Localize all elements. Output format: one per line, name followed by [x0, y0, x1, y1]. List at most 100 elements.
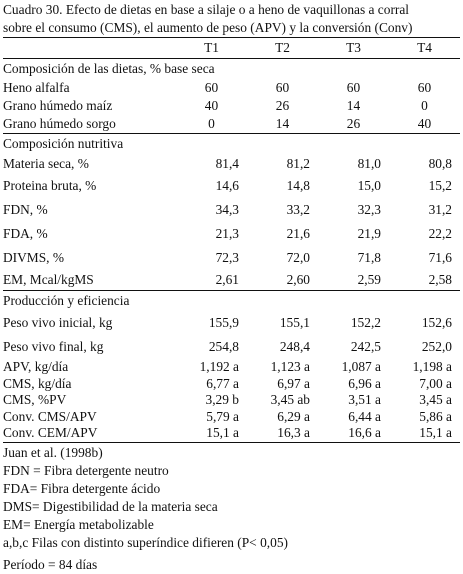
- cell-t4: 22,2: [428, 226, 452, 241]
- cell-t1: 2,61: [215, 272, 239, 287]
- table-row: Conv. CEM/APV 15,1 a 16,3 a 16,6 a 15,1 …: [3, 425, 460, 443]
- footnote-fdn: FDN = Fibra detergente neutro: [3, 462, 169, 478]
- row-label: DIVMS, %: [3, 250, 65, 265]
- table-row: Proteina bruta, % 14,6 14,8 15,0 15,2: [3, 174, 460, 198]
- row-label: Heno alfalfa: [3, 80, 70, 95]
- cell-t4: 152,6: [421, 315, 452, 330]
- section-row-production: Producción y eficiencia: [3, 290, 460, 311]
- row-label: APV, kg/día: [3, 359, 69, 375]
- header-row: T1 T2 T3 T4: [3, 37, 460, 59]
- cell-t1: 1,192 a: [199, 359, 239, 375]
- caption-line-1: Cuadro 30. Efecto de dietas en base a si…: [3, 2, 410, 17]
- section-title-production: Producción y eficiencia: [3, 290, 460, 311]
- cell-t3: 16,6 a: [318, 425, 389, 443]
- cell-t4: 71,6: [428, 250, 452, 265]
- cell-t2: 14,8: [286, 178, 310, 193]
- table-row: Heno alfalfa 60 60 60 60: [3, 79, 460, 97]
- row-label: FDA, %: [3, 226, 48, 241]
- row-label: Peso vivo final, kg: [3, 339, 104, 354]
- cell-t3: 60: [346, 80, 361, 95]
- row-label: FDN, %: [3, 202, 48, 217]
- cell-t3: 32,3: [357, 202, 381, 217]
- cell-t3: 14: [346, 98, 361, 113]
- row-label: Grano húmedo maíz: [3, 98, 113, 113]
- caption-line-2: sobre el consumo (CMS), el aumento de pe…: [3, 20, 413, 35]
- table-document: Cuadro 30. Efecto de dietas en base a si…: [3, 0, 460, 574]
- cell-t1: 60: [204, 80, 219, 95]
- table-row: APV, kg/día 1,192 a 1,123 a 1,087 a 1,19…: [3, 359, 460, 376]
- cell-t1: 6,77 a: [206, 375, 239, 391]
- section-title-diet: Composición de las dietas, % base seca: [3, 61, 215, 76]
- table-row: Materia seca, % 81,4 81,2 81,0 80,8: [3, 154, 460, 174]
- cell-t3: 3,51 a: [348, 392, 381, 408]
- table-row: Grano húmedo sorgo 0 14 26 40: [3, 115, 460, 134]
- cell-t4: 40: [417, 116, 432, 131]
- table-row: FDN, % 34,3 33,2 32,3 31,2: [3, 198, 460, 222]
- cell-t3: 71,8: [357, 250, 381, 265]
- cell-t1: 15,1 a: [176, 425, 247, 443]
- table-row: CMS, %PV 3,29 b 3,45 ab 3,51 a 3,45 a: [3, 392, 460, 409]
- column-header-t1: T1: [176, 37, 247, 59]
- row-label: Grano húmedo sorgo: [3, 116, 116, 131]
- cell-t3: 6,44 a: [348, 408, 381, 424]
- cell-t3: 2,59: [357, 272, 381, 287]
- row-label: Proteina bruta, %: [3, 178, 97, 193]
- cell-t4: 5,86 a: [419, 408, 452, 424]
- row-label: Conv. CMS/APV: [3, 408, 97, 424]
- footnote-period: Período = 84 días: [3, 556, 98, 572]
- cell-t2: 6,97 a: [277, 375, 310, 391]
- section-title-nutritive: Composición nutritiva: [3, 133, 460, 154]
- cell-t2: 21,6: [286, 226, 310, 241]
- cell-t1: 40: [204, 98, 219, 113]
- cell-t4: 15,1 a: [389, 425, 460, 443]
- cell-t3: 26: [346, 116, 361, 131]
- cell-t2: 6,29 a: [277, 408, 310, 424]
- section-row-diet: Composición de las dietas, % base seca: [3, 59, 460, 80]
- column-header-t4: T4: [389, 37, 460, 59]
- cell-t2: 33,2: [286, 202, 310, 217]
- cell-t3: 6,96 a: [348, 375, 381, 391]
- table-row: Peso vivo inicial, kg 155,9 155,1 152,2 …: [3, 311, 460, 335]
- table-row: FDA, % 21,3 21,6 21,9 22,2: [3, 222, 460, 246]
- cell-t1: 254,8: [208, 339, 239, 354]
- cell-t4: 0: [421, 98, 428, 113]
- footnote-dms: DMS= Digestibilidad de la materia seca: [3, 498, 218, 514]
- cell-t2: 72,0: [286, 250, 310, 265]
- cell-t4: 7,00 a: [419, 375, 452, 391]
- cell-t2: 2,60: [286, 272, 310, 287]
- cell-t1: 81,4: [215, 156, 239, 171]
- table-row: DIVMS, % 72,3 72,0 71,8 71,6: [3, 246, 460, 270]
- cell-t4: 252,0: [421, 339, 452, 354]
- cell-t4: 2,58: [428, 272, 452, 287]
- cell-t1: 34,3: [215, 202, 239, 217]
- cell-t2: 16,3 a: [247, 425, 318, 443]
- table-row: EM, Mcal/kgMS 2,61 2,60 2,59 2,58: [3, 270, 460, 291]
- cell-t3: 81,0: [357, 156, 381, 171]
- cell-t3: 15,0: [357, 178, 381, 193]
- table-row: Peso vivo final, kg 254,8 248,4 242,5 25…: [3, 335, 460, 359]
- row-label: CMS, %PV: [3, 392, 67, 408]
- cell-t2: 60: [275, 80, 290, 95]
- footnote-fda: FDA= Fibra detergente ácido: [3, 480, 161, 496]
- section-row-nutritive: Composición nutritiva: [3, 133, 460, 154]
- cell-t2: 14: [275, 116, 290, 131]
- table-caption: Cuadro 30. Efecto de dietas en base a si…: [3, 0, 460, 37]
- row-label: Peso vivo inicial, kg: [3, 315, 113, 330]
- cell-t2: 1,123 a: [270, 359, 310, 375]
- cell-t4: 15,2: [428, 178, 452, 193]
- footnote-significance: a,b,c Filas con distinto superíndice dif…: [3, 534, 288, 550]
- cell-t2: 3,45 ab: [270, 392, 310, 408]
- table-row: Conv. CMS/APV 5,79 a 6,29 a 6,44 a 5,86 …: [3, 409, 460, 426]
- cell-t2: 248,4: [279, 339, 310, 354]
- cell-t2: 155,1: [279, 315, 310, 330]
- footnote-source: Juan et al. (1998b): [3, 444, 103, 460]
- table-row: Grano húmedo maíz 40 26 14 0: [3, 97, 460, 115]
- cell-t4: 80,8: [428, 156, 452, 171]
- cell-t1: 5,79 a: [206, 408, 239, 424]
- row-label: Materia seca, %: [3, 156, 89, 171]
- cell-t4: 1,198 a: [412, 359, 452, 375]
- row-label: EM, Mcal/kgMS: [3, 272, 94, 287]
- results-table: T1 T2 T3 T4 Composición de las dietas, %…: [3, 37, 460, 443]
- column-header-t3: T3: [318, 37, 389, 59]
- cell-t1: 155,9: [208, 315, 239, 330]
